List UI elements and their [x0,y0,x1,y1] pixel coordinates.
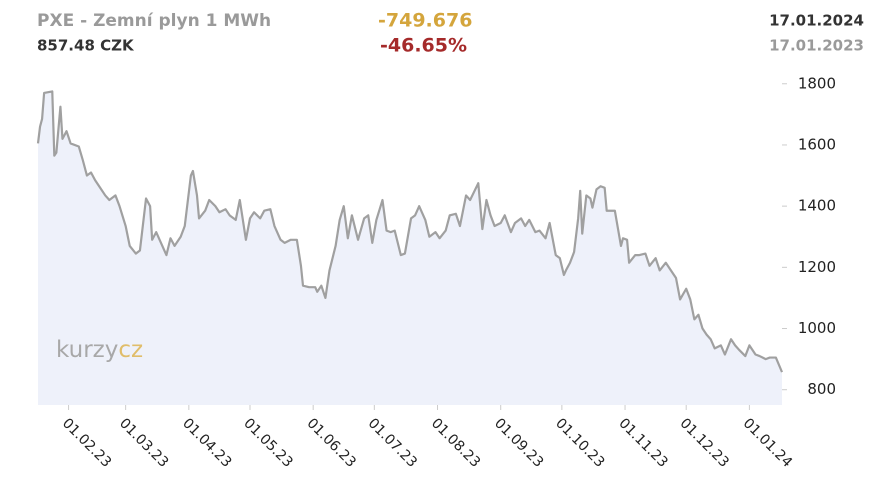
start-date: 17.01.2023 [769,37,864,55]
change-percent: -46.65% [380,35,467,57]
y-tick-label: 800 [807,380,836,398]
watermark: kurzycz [56,337,143,363]
y-tick-label: 1200 [798,258,836,276]
y-tick-label: 1600 [798,135,836,153]
y-tick-label: 1400 [798,197,836,215]
y-tick-label: 1800 [798,74,836,92]
change: -749.676 [378,10,472,32]
chart-title: PXE - Zemní plyn 1 MWh [37,11,271,31]
end-date: 17.01.2024 [769,12,864,30]
area-fill [38,91,782,406]
price: 857.48 CZK [37,37,135,55]
watermark-cz: cz [118,337,143,363]
watermark-kurzy: kurzy [56,337,118,363]
y-tick-label: 1000 [798,319,836,337]
price-line [36,90,784,373]
